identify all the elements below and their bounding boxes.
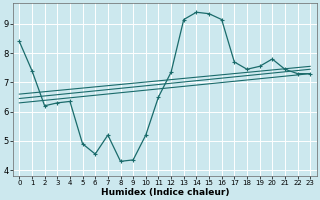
X-axis label: Humidex (Indice chaleur): Humidex (Indice chaleur) bbox=[100, 188, 229, 197]
